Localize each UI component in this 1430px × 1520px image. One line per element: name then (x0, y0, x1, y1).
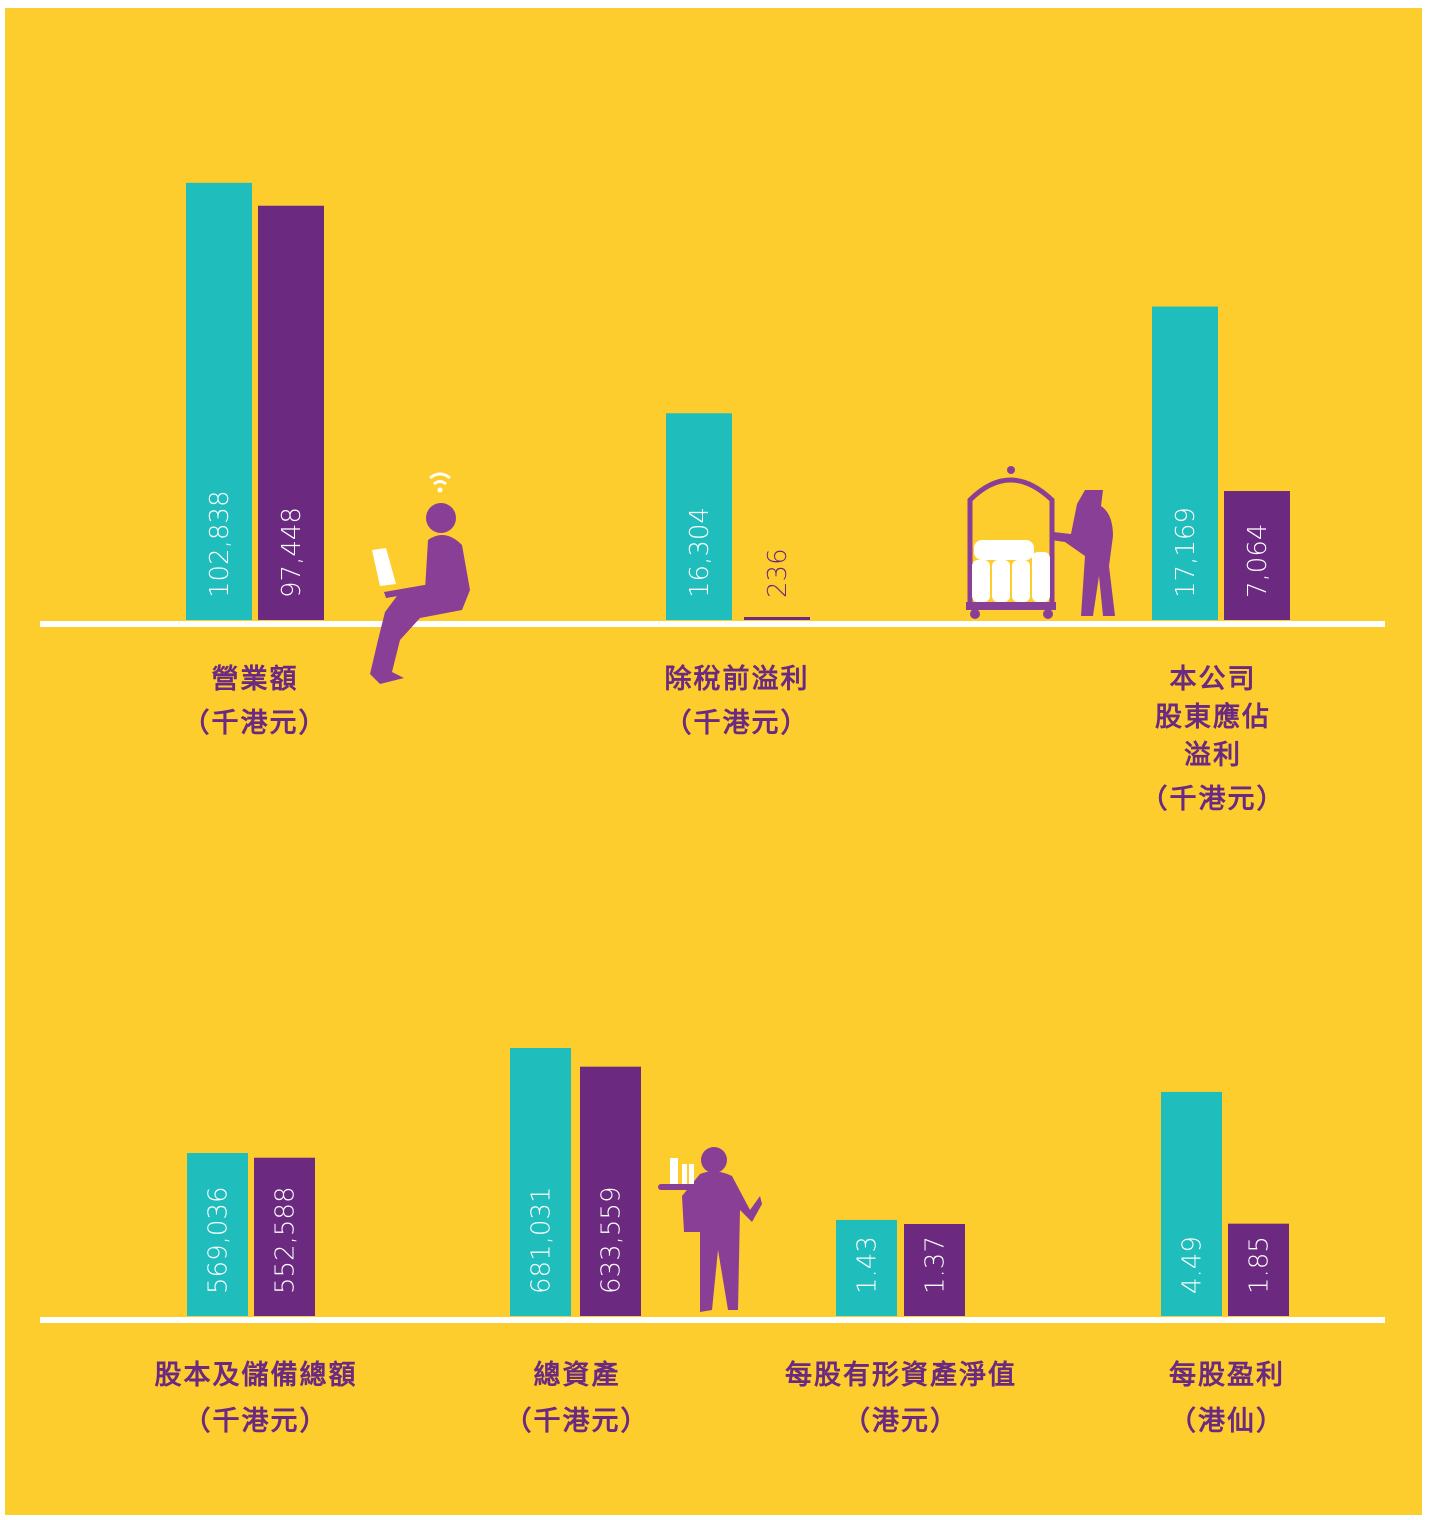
bellboy-silhouette (966, 466, 1115, 619)
bar (1228, 1223, 1289, 1316)
chart-title: 溢利 (1184, 740, 1242, 771)
value-label: 16,304 (685, 507, 715, 598)
baseline (40, 1317, 1385, 1323)
bar (254, 1157, 315, 1316)
chart-title: 營業額 (212, 664, 299, 695)
chart-title: 股東應佔 (1155, 701, 1271, 733)
chart-subtitle: （千港元） (1141, 784, 1286, 815)
chart-title: 每股盈利 (1169, 1359, 1285, 1391)
chart-subtitle: （千港元） (184, 1406, 329, 1437)
bar (1224, 491, 1290, 620)
bar (904, 1223, 965, 1316)
value-label: 17,169 (1171, 507, 1201, 598)
bar (666, 413, 732, 620)
value-label: 552,588 (271, 1186, 301, 1294)
chart-title: 除稅前溢利 (665, 663, 810, 695)
chart-title: 本公司 (1170, 664, 1257, 695)
bar (1161, 1091, 1222, 1316)
value-label: 4.49 (1178, 1236, 1208, 1294)
value-label: 681,031 (527, 1186, 557, 1294)
bar (258, 205, 324, 620)
value-label: 97,448 (277, 507, 307, 598)
baseline (40, 621, 1385, 627)
value-label: 1.43 (853, 1236, 883, 1294)
chart-subtitle: （千港元） (505, 1406, 650, 1437)
value-label: 7,064 (1243, 524, 1273, 598)
bar (187, 1153, 248, 1316)
value-label: 633,559 (597, 1186, 627, 1294)
bar (836, 1219, 897, 1316)
chart-title: 股本及儲備總額 (155, 1359, 358, 1391)
value-label: 102,838 (205, 490, 235, 598)
chart-subtitle: （千港元） (183, 708, 328, 739)
bar (510, 1047, 571, 1316)
chart-subtitle: （千港元） (665, 708, 810, 739)
waiter-silhouette (658, 1147, 762, 1312)
chart-subtitle: （港仙） (1169, 1406, 1285, 1437)
chart-subtitle: （港元） (843, 1406, 959, 1437)
bar (744, 617, 810, 620)
value-label: 1.85 (1245, 1236, 1275, 1294)
bar (186, 182, 252, 620)
bar (1152, 306, 1218, 620)
value-label: 236 (763, 548, 793, 598)
chart-title: 總資產 (534, 1359, 621, 1391)
bar (580, 1066, 641, 1316)
chart-title: 每股有形資產淨值 (785, 1359, 1017, 1391)
woman-silhouette (370, 472, 470, 684)
value-label: 569,036 (204, 1186, 234, 1294)
value-label: 1.37 (921, 1236, 951, 1294)
